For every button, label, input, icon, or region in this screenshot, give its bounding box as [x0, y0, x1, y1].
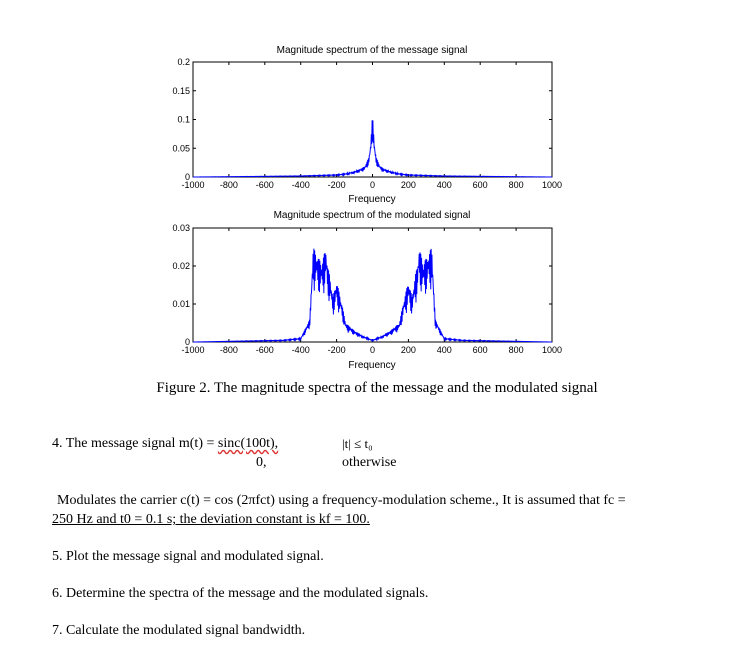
- q4-condition-2: otherwise: [342, 455, 397, 470]
- modulated-xtick-label: 1000: [542, 345, 562, 355]
- message-xtick-label: 200: [401, 180, 416, 190]
- modulated-yticks: 0 0.01 0.02 0.03: [172, 223, 552, 347]
- modulated-plot-xlabel: Frequency: [348, 360, 395, 371]
- modulated-ytick-label: 0.02: [172, 261, 190, 271]
- modulated-xtick-label: 200: [401, 345, 416, 355]
- message-plot-title: Magnitude spectrum of the message signal: [277, 45, 468, 56]
- modulated-plot-title: Magnitude spectrum of the modulated sign…: [274, 210, 471, 221]
- message-spectrum-line: [193, 120, 552, 178]
- message-xticks: -1000 -800 -600 -400 -200 0 200 400 600 800 1000: [181, 62, 562, 190]
- question-7: 7. Calculate the modulated signal bandwi…: [52, 623, 306, 638]
- message-xtick-label: 1000: [542, 180, 562, 190]
- question-5: 5. Plot the message signal and modulated…: [52, 549, 324, 564]
- figure-spectra: Magnitude spectrum of the message signal…: [172, 45, 562, 371]
- modulated-plot-frame: [192, 227, 553, 343]
- modulated-xticks: -1000 -800 -600 -400 -200 0 200 400 600 800 1000: [181, 228, 562, 355]
- message-xtick-label: -1000: [181, 180, 204, 190]
- q4-zero: 0,: [256, 455, 267, 470]
- modulated-xtick-label: 400: [437, 345, 452, 355]
- message-plot-frame: [192, 61, 553, 178]
- message-ytick-label: 0.15: [172, 86, 190, 96]
- figure-caption: Figure 2. The magnitude spectra of the m…: [156, 380, 598, 396]
- question-4: 4. The message signal m(t) = sinc(100t),: [52, 436, 278, 452]
- message-yticks: 0 0.05 0.1 0.15 0.2: [172, 57, 552, 182]
- message-ytick-label: 0: [185, 172, 190, 182]
- message-ytick-label: 0.05: [172, 143, 190, 153]
- modulated-ytick-label: 0.01: [172, 299, 190, 309]
- q4-line-2: 250 Hz and t0 = 0.1 s; the deviation con…: [52, 512, 370, 527]
- modulated-ytick-label: 0: [185, 337, 190, 347]
- modulated-ytick-label: 0.03: [172, 223, 190, 233]
- message-xtick-label: -800: [220, 180, 238, 190]
- message-xtick-label: -200: [328, 180, 346, 190]
- q4-prefix: 4. The message signal m(t) =: [52, 436, 218, 451]
- message-xtick-label: 600: [473, 180, 488, 190]
- message-plot-xlabel: Frequency: [348, 194, 395, 205]
- q4-line-1: Modulates the carrier c(t) = cos (2πfct)…: [57, 493, 626, 508]
- modulated-xtick-label: -400: [292, 345, 310, 355]
- modulated-xtick-label: -800: [220, 345, 238, 355]
- modulated-xtick-label: -600: [256, 345, 274, 355]
- message-xtick-label: 400: [437, 180, 452, 190]
- message-spectrum-plot: Magnitude spectrum of the message signal…: [172, 45, 562, 205]
- message-xtick-label: -600: [256, 180, 274, 190]
- q4-sinc: sinc(100t),: [217, 436, 279, 451]
- message-xtick-label: -400: [292, 180, 310, 190]
- message-ytick-label: 0.1: [177, 115, 190, 125]
- modulated-spectrum-line: [192, 248, 552, 343]
- modulated-xtick-label: 0: [370, 345, 375, 355]
- question-6: 6. Determine the spectra of the message …: [52, 586, 429, 601]
- modulated-xtick-label: -200: [328, 345, 346, 355]
- message-xtick-label: 0: [370, 180, 375, 190]
- q4-condition-1: |t| ≤ t₀: [342, 436, 373, 451]
- modulated-xtick-label: -1000: [181, 345, 204, 355]
- message-ytick-label: 0.2: [177, 57, 190, 67]
- modulated-spectrum-plot: Magnitude spectrum of the modulated sign…: [172, 210, 562, 371]
- modulated-xtick-label: 800: [509, 345, 524, 355]
- message-xtick-label: 800: [509, 180, 524, 190]
- modulated-xtick-label: 600: [473, 345, 488, 355]
